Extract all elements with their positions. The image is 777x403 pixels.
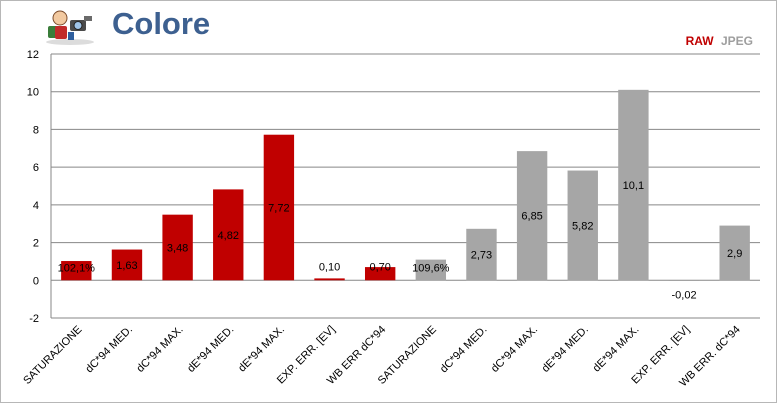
data-label: 109,6% [412,262,450,274]
mascot-photographer-icon [46,10,94,45]
data-label: -0,02 [671,289,696,301]
bar [516,151,548,281]
bar [668,280,700,281]
chart-title: Colore [112,6,211,41]
data-label: 2,9 [727,248,742,260]
y-tick-label: 2 [33,238,39,250]
data-label: 5,82 [572,220,593,232]
data-label: 3,48 [167,242,188,254]
bar [567,170,598,281]
data-label: 10,1 [623,180,644,192]
legend-jpeg: JPEG [720,34,753,48]
data-label: 1,63 [116,260,137,272]
data-label: 2,73 [471,250,492,262]
x-tick-label: SATURAZIONE [21,324,84,387]
bar [719,225,750,281]
data-label: 4,82 [218,230,239,242]
x-tick-label: dC*94 MAX. [489,324,540,375]
bar [111,249,143,281]
x-tick-label: dE*94 MAX. [236,324,287,375]
data-label: 102,1% [58,262,96,274]
data-label: 6,85 [521,211,542,223]
y-tick-label: 6 [33,162,39,174]
x-tick-label: dE*94 MED. [540,324,591,375]
bar [415,259,447,281]
bar [61,261,92,281]
y-tick-label: 0 [33,275,39,287]
y-tick-label: 4 [33,200,39,212]
data-label: 0,70 [369,261,390,273]
bar [314,278,345,281]
x-tick-label: dE*94 MED. [185,324,236,375]
x-tick-label: dE*94 MAX. [591,324,642,375]
x-tick-label: dC*94 MED. [438,324,490,376]
legend: RAW JPEG [686,34,753,48]
x-tick-label: dC*94 MAX. [134,324,185,375]
y-tick-label: 8 [33,124,39,136]
x-tick-label: dC*94 MED. [83,324,135,376]
y-tick-label: -2 [29,313,39,325]
y-tick-label: 12 [27,49,39,61]
y-tick-label: 10 [27,87,39,99]
bar [213,189,244,281]
bar [618,89,649,281]
data-label: 0,10 [319,261,340,273]
bar [466,228,497,281]
bar [263,134,295,281]
legend-raw: RAW [685,34,714,48]
bar [162,214,193,281]
data-label: 7,72 [268,202,289,214]
bar [364,267,396,281]
